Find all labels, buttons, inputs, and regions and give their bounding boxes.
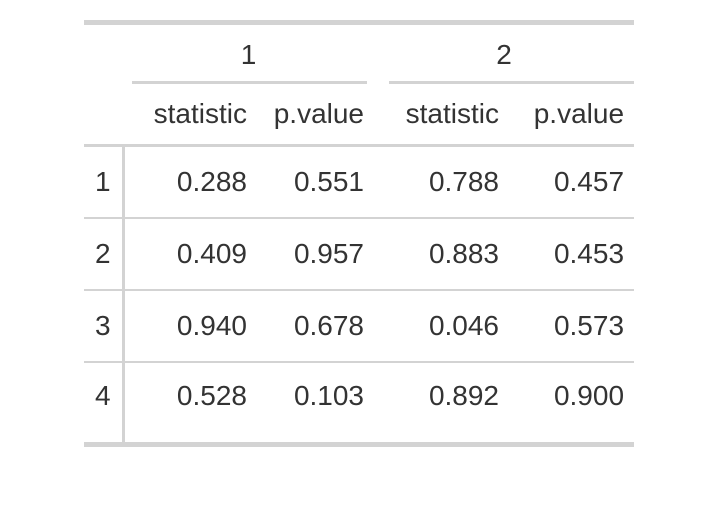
table-cell: 0.900 [509,361,635,444]
spanner-row: 1 2 [84,23,635,85]
table-cell: 0.409 [123,217,257,290]
table-cell: 0.453 [509,217,635,290]
table-cell: 0.457 [553,166,625,197]
row-label: 4 [84,361,125,444]
column-header-statistic-1: statistic [123,84,257,147]
column-header-row: statistic p.value statistic p.value [84,84,635,147]
table-cell: 0.046 [374,289,510,362]
table-cell: 0.551 [293,166,365,197]
stats-table-container: 1 2 statistic p.value statistic p.value [84,20,635,447]
spanner-2-underline [389,81,635,84]
spanner-2-label: 2 [496,38,512,70]
table-row: 1 0.288 0.551 0.788 0.457 [84,145,634,218]
spanner-1-underline [132,81,368,84]
table-cell: 0.940 [123,289,257,362]
table-row: 3 0.940 0.678 0.046 0.573 [84,289,635,362]
stub-corner [84,84,123,147]
column-spanner-2: 2 [374,23,635,84]
table-cell: 0.892 [374,361,510,444]
table-cell: 0.573 [509,289,635,362]
row-label: 1 [84,145,125,218]
row-label: 3 [84,289,125,362]
spanner-1-label: 1 [240,38,257,70]
column-header-pvalue-1: p.value [257,84,375,147]
table-cell: 0.528 [123,361,257,444]
table-cell: 0.883 [374,217,510,290]
table-cell: 0.957 [257,217,375,290]
table-row: 4 0.528 0.103 0.892 0.900 [84,361,635,444]
table-cell: 0.788 [428,166,500,197]
stats-table: 1 2 statistic p.value statistic p.value [84,20,635,447]
column-header-pvalue-2: p.value [509,84,635,147]
table-row: 2 0.409 0.957 0.883 0.453 [84,217,635,290]
row-label: 2 [84,217,125,290]
spanner-stub-spacer [84,23,123,85]
column-header-statistic-2: statistic [374,84,510,147]
table-cell: 0.103 [257,361,375,444]
table-cell: 0.288 [176,166,247,197]
column-spanner-1: 1 [123,23,374,84]
table-cell: 0.678 [257,289,375,362]
